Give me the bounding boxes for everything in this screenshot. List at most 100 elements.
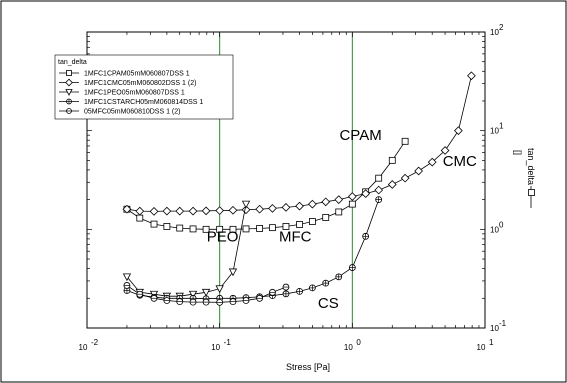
y-tick-exponent: 1 xyxy=(499,122,504,131)
data-point xyxy=(228,205,238,215)
marker-square xyxy=(282,223,290,230)
data-point xyxy=(215,206,225,215)
legend-title: tan_delta xyxy=(58,59,87,66)
legend-marker xyxy=(66,108,72,114)
data-point xyxy=(136,214,144,222)
data-point xyxy=(375,174,383,182)
data-point xyxy=(255,204,264,214)
y-axis-label: tan_delta xyxy=(526,148,536,185)
marker-square xyxy=(216,225,224,233)
marker-square xyxy=(176,224,184,232)
x-tick-base: 10 xyxy=(477,343,486,352)
marker-square xyxy=(269,224,276,232)
marker-triangle xyxy=(228,268,238,277)
y-tick-exponent: 2 xyxy=(499,23,504,32)
data-point xyxy=(241,205,251,215)
marker-square xyxy=(202,225,210,233)
y-tick-exponent: 0 xyxy=(499,220,504,229)
marker-diamond xyxy=(374,185,384,195)
marker-diamond xyxy=(454,126,463,136)
legend-label: 1MFC1CPAM05mM060807DSS 1 xyxy=(84,71,190,78)
data-point xyxy=(335,208,343,216)
y-axis-label-group: tan_delta [] xyxy=(513,148,536,208)
data-point xyxy=(467,71,476,81)
x-tick-label: 10-2 xyxy=(79,338,99,352)
data-point xyxy=(269,288,276,296)
marker-square xyxy=(335,208,343,216)
legend-marker xyxy=(66,70,72,76)
data-point xyxy=(321,197,331,207)
marker-diamond xyxy=(440,146,450,155)
legend-label: 1MFC1CMC05mM060802DSS 1 (2) xyxy=(84,80,196,87)
x-tick-base: 10 xyxy=(344,343,353,352)
marker-diamond xyxy=(65,78,73,87)
x-tick-exponent: -2 xyxy=(91,338,99,347)
data-point xyxy=(122,204,132,214)
data-point xyxy=(176,224,184,232)
data-point xyxy=(228,268,238,277)
marker-square xyxy=(348,200,356,208)
series-4 xyxy=(123,282,290,306)
data-point xyxy=(242,297,250,304)
legend-label: 05MFC05mM060810DSS 1 (2) xyxy=(84,109,181,116)
marker-square xyxy=(401,137,409,145)
data-point xyxy=(176,298,184,306)
series-layer xyxy=(122,71,476,306)
series-line-0 xyxy=(126,141,406,230)
legend-marker xyxy=(65,78,73,87)
data-point xyxy=(334,195,344,204)
data-point xyxy=(296,287,303,295)
marker-diamond xyxy=(347,192,357,201)
data-point xyxy=(241,200,251,209)
legend-item-4: 05MFC05mM060810DSS 1 (2) xyxy=(59,108,181,116)
marker-diamond xyxy=(414,166,423,176)
data-point xyxy=(242,225,250,233)
marker-diamond xyxy=(215,206,225,215)
data-point xyxy=(136,290,144,298)
x-tick-exponent: -1 xyxy=(224,338,232,347)
data-point xyxy=(216,225,224,233)
data-point xyxy=(440,146,450,155)
y-axis-unit: [] xyxy=(513,150,523,155)
legend-label: 1MFC1CSTARCH05mM060814DSS 1 xyxy=(84,99,203,106)
marker-diamond xyxy=(387,180,397,189)
data-point xyxy=(401,137,409,145)
marker-triangle xyxy=(188,290,198,299)
marker-diamond xyxy=(188,206,198,216)
data-point xyxy=(282,223,290,230)
y-axis-label-marker xyxy=(528,186,535,208)
data-point xyxy=(162,206,172,216)
data-point xyxy=(454,126,463,136)
data-point xyxy=(202,298,210,306)
x-tick-base: 10 xyxy=(211,343,220,352)
marker-square xyxy=(388,156,396,164)
data-point xyxy=(282,290,290,298)
marker-diamond xyxy=(321,197,331,207)
legend-item-3: 1MFC1CSTARCH05mM060814DSS 1 xyxy=(59,98,203,106)
data-point xyxy=(189,225,197,233)
data-point xyxy=(202,225,210,233)
legend-items: 1MFC1CPAM05mM060807DSS 1 1MFC1CMC05mM0608… xyxy=(59,70,203,116)
marker-square xyxy=(322,214,330,221)
data-point xyxy=(335,273,343,281)
data-point xyxy=(282,283,290,291)
series-0 xyxy=(123,137,409,233)
marker-diamond xyxy=(308,199,317,209)
legend-label: 1MFC1PEO05mM060807DSS 1 xyxy=(84,90,185,97)
marker-triangle xyxy=(215,285,224,294)
data-point xyxy=(256,294,264,302)
data-point xyxy=(215,285,224,294)
legend-marker xyxy=(65,89,73,96)
marker-square xyxy=(375,174,383,182)
annotation-cs: CS xyxy=(318,295,339,312)
marker-square xyxy=(163,223,171,230)
data-point xyxy=(188,290,198,299)
data-point xyxy=(269,224,276,232)
legend: tan_delta 1MFC1CPAM05mM060807DSS 11MFC1C… xyxy=(54,54,234,120)
legend-item-1: 1MFC1CMC05mM060802DSS 1 (2) xyxy=(59,78,196,87)
data-point xyxy=(163,223,171,230)
data-point xyxy=(308,199,317,209)
annotations: CPAM CMC PEO MFC CS xyxy=(207,127,477,312)
